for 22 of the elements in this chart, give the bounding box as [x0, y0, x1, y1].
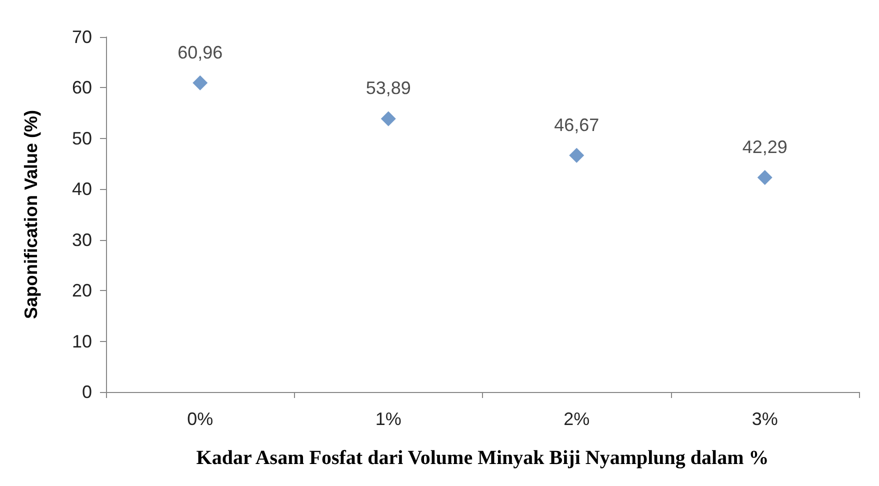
x-tick-label: 3% [752, 409, 778, 429]
data-label: 60,96 [178, 42, 223, 62]
point [569, 148, 584, 163]
y-tick-label: 0 [82, 382, 92, 402]
x-tick-label: 0% [187, 409, 214, 429]
y-tick-label: 70 [72, 27, 92, 47]
y-tick-label: 30 [72, 230, 92, 250]
y-tick-label: 20 [72, 280, 92, 301]
y-axis-title: Saponification Value (%) [21, 110, 41, 320]
point [192, 75, 208, 90]
data-label: 42,29 [742, 137, 788, 158]
y-tick-label: 60 [72, 78, 92, 98]
y-tick-label: 40 [72, 179, 92, 200]
y-tick-label: 50 [72, 128, 92, 148]
x-axis-title: Kadar Asam Fosfat dari Volume Minyak Biji Nyamplung dalam % [196, 447, 769, 469]
y-tick-label: 10 [72, 331, 92, 352]
data-label: 53,89 [366, 78, 411, 98]
point [757, 170, 772, 186]
x-tick-label: 1% [375, 409, 402, 429]
x-tick-label: 2% [564, 409, 590, 429]
data-label: 46,67 [554, 114, 600, 135]
point [380, 111, 396, 126]
